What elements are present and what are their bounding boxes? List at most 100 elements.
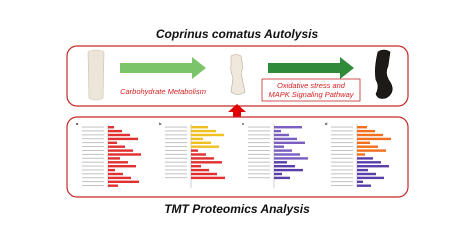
bar <box>274 149 292 152</box>
bar <box>274 153 300 156</box>
arrow <box>268 57 354 79</box>
label-line <box>82 185 104 186</box>
label-line <box>248 130 270 132</box>
label-line <box>82 153 104 155</box>
bar <box>108 149 133 152</box>
label-line <box>248 173 270 175</box>
label-line <box>165 134 187 136</box>
label-line <box>165 161 187 163</box>
bar <box>108 172 123 176</box>
bar <box>274 145 284 148</box>
label-line <box>165 177 187 179</box>
step-label: Oxidative stress and <box>277 81 346 90</box>
mushroom-mid <box>230 54 246 95</box>
mushroom-fresh <box>87 49 105 101</box>
label-line <box>331 177 353 179</box>
label-line <box>331 150 353 151</box>
label-line <box>82 130 104 132</box>
bar <box>108 141 117 144</box>
bar <box>191 129 216 133</box>
label-line <box>165 157 187 159</box>
bar <box>357 180 363 183</box>
label-line <box>82 173 104 175</box>
bar <box>357 157 373 160</box>
bar <box>274 168 303 172</box>
bar <box>357 153 365 156</box>
panel-label: d <box>325 121 328 126</box>
bar <box>357 161 381 164</box>
label-line <box>165 146 187 147</box>
bar <box>274 161 287 164</box>
footer: TMT Proteomics Analysis <box>164 202 310 216</box>
arrow <box>120 57 206 79</box>
bar <box>191 137 203 141</box>
bar <box>357 176 384 180</box>
bar <box>108 165 136 168</box>
bar <box>191 176 225 180</box>
bar <box>274 157 308 160</box>
label-line <box>248 165 270 167</box>
bar <box>191 149 198 152</box>
bar <box>191 165 201 168</box>
bar <box>357 184 371 187</box>
label-line <box>165 150 187 151</box>
label-line <box>331 134 353 136</box>
analysis-box <box>66 116 409 198</box>
bar <box>357 168 368 172</box>
label-line <box>331 153 353 155</box>
label-line <box>331 165 353 167</box>
bar <box>357 141 370 144</box>
label-line <box>165 130 187 132</box>
label-line <box>165 138 187 140</box>
bar <box>108 129 122 133</box>
title: Coprinus comatus Autolysis <box>156 27 319 41</box>
label-line <box>248 142 270 144</box>
up-arrow <box>228 104 246 118</box>
bar <box>108 157 120 160</box>
label-line <box>248 150 270 151</box>
bar <box>357 133 383 137</box>
bar <box>108 137 138 141</box>
bar <box>274 129 281 133</box>
label-line <box>82 157 104 159</box>
label-line <box>82 126 104 128</box>
label-line <box>331 161 353 163</box>
bar <box>274 176 290 180</box>
label-line <box>331 126 353 128</box>
bar <box>191 133 224 137</box>
bar <box>191 157 214 160</box>
bar <box>191 172 217 176</box>
label-line <box>82 138 104 140</box>
label-line <box>248 153 270 155</box>
label-line <box>331 181 353 183</box>
label-line <box>82 181 104 183</box>
panel-label: c <box>242 121 245 126</box>
label-line <box>82 161 104 163</box>
label-line <box>331 146 353 147</box>
bar <box>108 133 130 137</box>
label-line <box>165 173 187 175</box>
mushroom-autolysed <box>375 49 393 99</box>
bar <box>191 153 206 156</box>
bar <box>108 176 131 180</box>
step-label: Carbohydrate Metabolism <box>120 87 206 96</box>
label-line <box>82 165 104 167</box>
label-line <box>165 165 187 167</box>
label-line <box>82 142 104 144</box>
bar <box>108 184 118 187</box>
label-line <box>82 150 104 151</box>
bar <box>274 133 289 137</box>
bar <box>274 165 295 168</box>
label-line <box>331 142 353 144</box>
label-line <box>331 138 353 140</box>
bar <box>274 137 297 141</box>
label-line <box>331 169 353 171</box>
label-line <box>248 177 270 179</box>
bar <box>191 168 209 172</box>
label-line <box>82 134 104 136</box>
label-line <box>248 146 270 147</box>
label-line <box>82 146 104 147</box>
bar <box>191 141 211 144</box>
bar <box>108 145 125 148</box>
bar <box>191 145 219 148</box>
